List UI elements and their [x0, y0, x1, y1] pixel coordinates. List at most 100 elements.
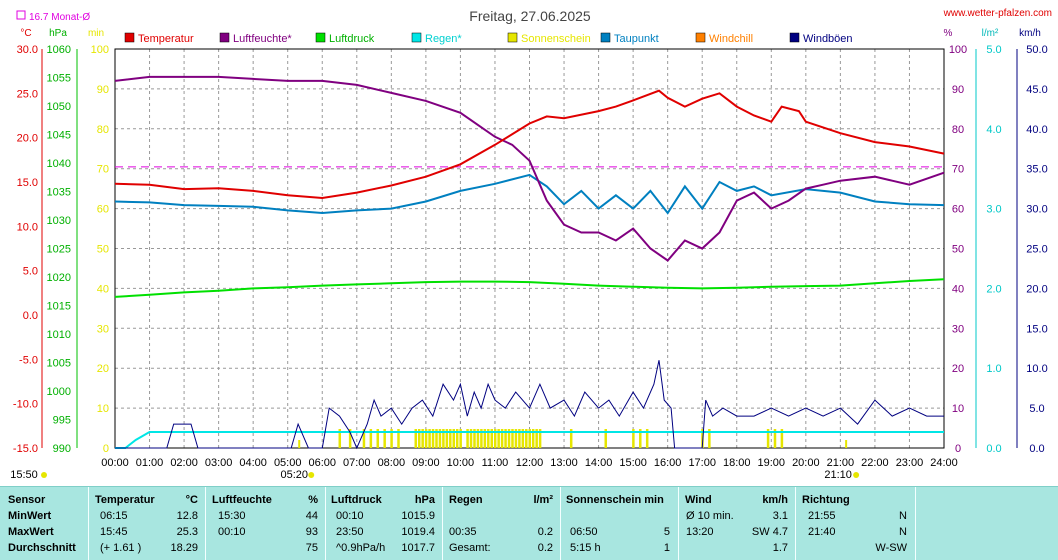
stats-humidity-time: 00:10 [218, 526, 246, 538]
sunshine-bar [449, 429, 452, 448]
sunshine-bar [452, 429, 456, 448]
stats-header-sunshine: Sonnenschein min [566, 494, 664, 506]
month-avg-swatch [16, 10, 26, 20]
sunshine-bar [525, 429, 528, 448]
sunshine-bar [397, 429, 400, 448]
sunshine-bar [338, 429, 342, 448]
humidity-tick: 70 [952, 164, 964, 176]
temp-tick: 20.0 [17, 133, 38, 145]
sunset-time: 21:10 [824, 469, 852, 481]
time-tick: 04:00 [239, 457, 267, 469]
rain-tick: 2.0 [986, 283, 1001, 295]
sunshine-bar [507, 429, 511, 448]
sunshine-bar [376, 429, 380, 448]
sunshine-bar [645, 429, 649, 448]
time-tick: 09:00 [412, 457, 440, 469]
time-tick: 02:00 [170, 457, 198, 469]
stats-divider [678, 487, 679, 560]
sunshine-bar [469, 429, 473, 448]
stats-header-pressure: Luftdruck [331, 494, 382, 506]
temp-tick: -10.0 [13, 399, 38, 411]
wind-tick: 45.0 [1026, 84, 1047, 96]
wind-tick: 40.0 [1026, 124, 1047, 136]
pressure-tick: 990 [53, 443, 71, 455]
humidity-tick: 30 [952, 323, 964, 335]
time-tick: 21:00 [827, 457, 855, 469]
sunshine-bar [632, 429, 635, 448]
stats-temp-time: (+ 1.61 ) [100, 542, 142, 554]
rain-unit: l/m² [982, 28, 999, 39]
chart-legend: Temperatur Luftfeuchte* Luftdruck Regen* Son… [124, 32, 853, 45]
temp-tick: 15.0 [17, 177, 38, 189]
stats-header-humidity-unit: % [308, 494, 318, 506]
stats-direction-time: 21:40 [808, 526, 836, 538]
rain-tick: 1.0 [986, 363, 1001, 375]
sunshine-bar [604, 429, 607, 448]
time-tick: 18:00 [723, 457, 751, 469]
stats-header-pressure-unit: hPa [414, 494, 435, 506]
stats-humidity-value: 93 [305, 526, 318, 538]
sunshine-bar [421, 429, 424, 448]
stats-pressure-value: 1017.7 [401, 542, 435, 554]
legend-swatch [124, 32, 135, 43]
legend-swatch [219, 32, 230, 43]
stats-divider [795, 487, 796, 560]
month-avg-legend: 16.7 Monat-Ø [16, 10, 90, 23]
sun-tick: 50 [97, 244, 109, 256]
time-tick: 06:00 [308, 457, 336, 469]
sun-tick: 100 [91, 44, 109, 56]
sunshine-bar [766, 429, 770, 448]
site-url[interactable]: www.wetter-pfalzen.com [943, 8, 1052, 19]
sunshine-bar [414, 429, 418, 448]
sun-unit: min [88, 28, 104, 39]
stats-row-label: Durchschnitt [8, 542, 76, 554]
sunshine-bar [476, 429, 480, 448]
sunshine-bar [362, 429, 366, 448]
stats-temp-time: 06:15 [100, 510, 128, 522]
sunshine-bar [708, 429, 711, 448]
stats-header-temp-unit: °C [185, 494, 198, 506]
sunshine-bar [504, 429, 507, 448]
stats-divider [442, 487, 443, 560]
pressure-tick: 1030 [47, 215, 71, 227]
pressure-tick: 995 [53, 415, 71, 427]
chart-marks [114, 75, 945, 450]
stats-divider [88, 487, 89, 560]
time-tick: 19:00 [758, 457, 786, 469]
sunshine-bar [466, 429, 469, 448]
humidity-tick: 40 [952, 283, 964, 295]
sun-tick: 60 [97, 204, 109, 216]
wind-tick: 25.0 [1026, 244, 1047, 256]
pressure-tick: 1015 [47, 301, 71, 313]
legend-label: Luftfeuchte* [233, 33, 292, 45]
sunshine-bar [424, 429, 428, 448]
stats-header-sensor: Sensor [8, 494, 46, 506]
sunrise-icon [308, 472, 315, 478]
month-avg-label: 16.7 Monat-Ø [29, 12, 90, 23]
temp-unit: °C [20, 28, 31, 39]
sunshine-bar [497, 429, 500, 448]
stats-header-rain-unit: l/m² [533, 494, 553, 506]
temp-tick: 30.0 [17, 44, 38, 56]
temp-tick: 25.0 [17, 88, 38, 100]
sunshine-bar [487, 429, 490, 448]
wind-tick: 35.0 [1026, 164, 1047, 176]
time-tick: 12:00 [516, 457, 544, 469]
weather-chart: Freitag, 27.06.2025 www.wetter-pfalzen.c… [10, 8, 1052, 481]
series-luftdruck [114, 278, 945, 298]
humidity-tick: 0 [955, 443, 961, 455]
pressure-tick: 1025 [47, 244, 71, 256]
sunshine-bar [348, 429, 352, 448]
time-tick: 23:00 [896, 457, 924, 469]
pressure-tick: 1005 [47, 358, 71, 370]
stats-divider [915, 487, 916, 560]
stats-direction-time: 21:55 [808, 510, 836, 522]
stats-header-temp: Temperatur [95, 494, 155, 506]
wind-unit: km/h [1019, 28, 1041, 39]
sun-tick: 0 [103, 443, 109, 455]
sunshine-bar [459, 429, 462, 448]
legend-label: Temperatur [138, 33, 194, 45]
sunrise-time: 05:20 [280, 469, 308, 481]
legend-label: Luftdruck [329, 33, 375, 45]
sunshine-bar [538, 429, 542, 448]
